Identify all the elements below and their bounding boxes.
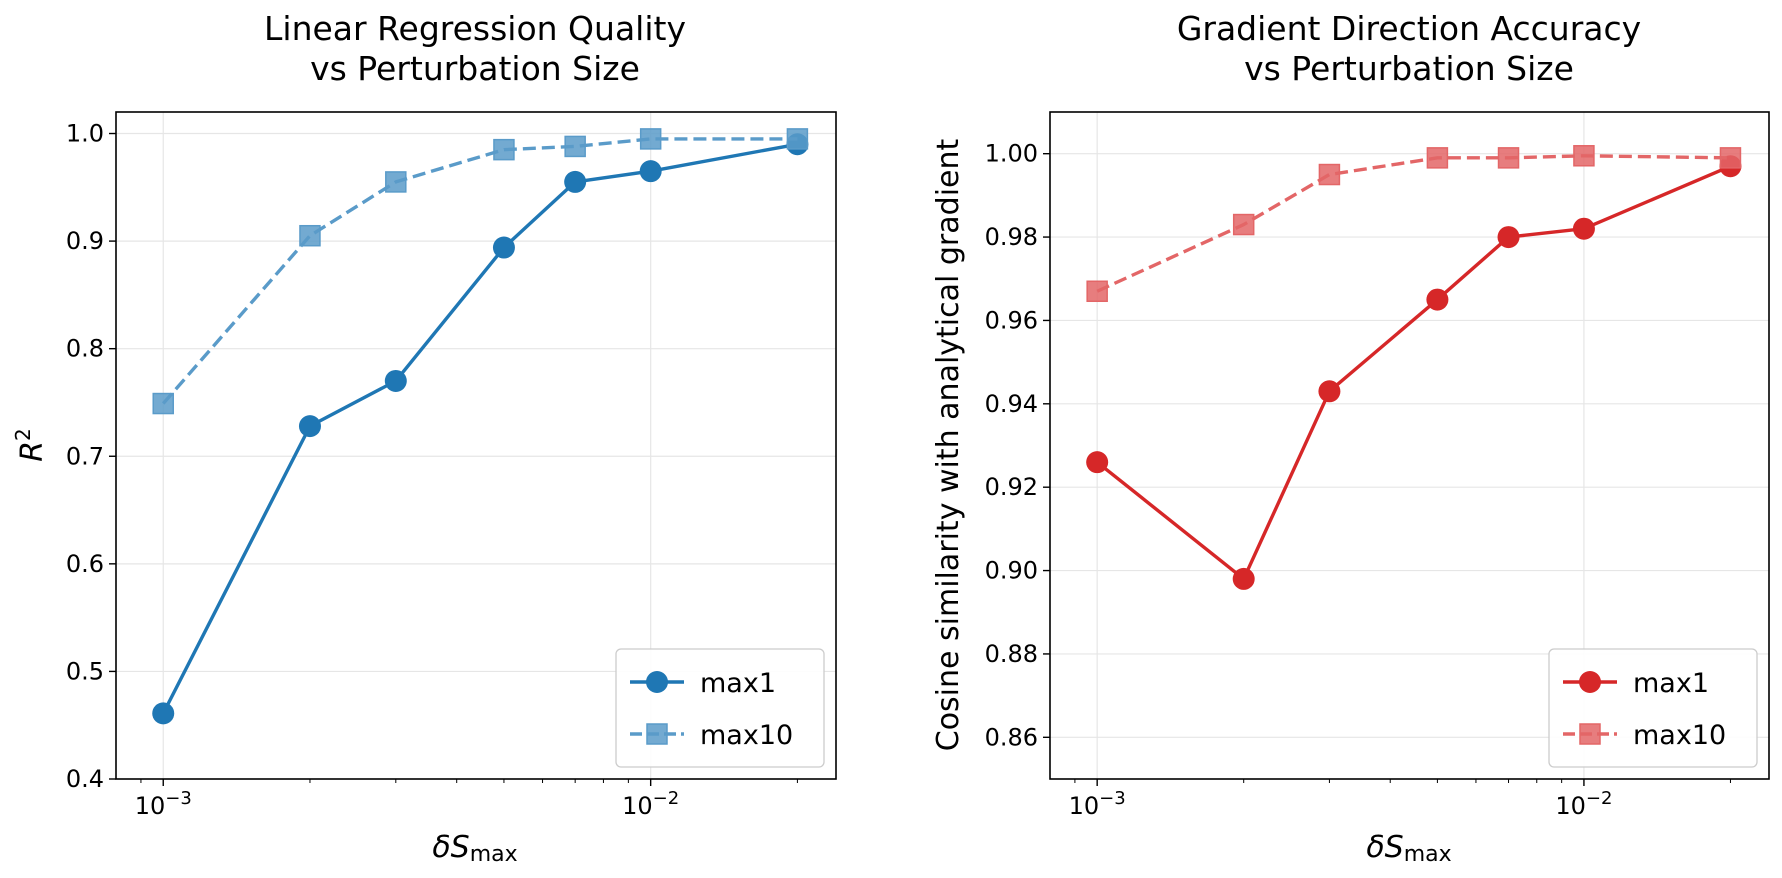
data-point-max1 — [384, 369, 407, 392]
grid — [116, 112, 836, 780]
legend-marker-max10 — [646, 723, 668, 745]
data-point-max1 — [1086, 451, 1109, 474]
data-point-max1 — [492, 236, 515, 259]
y-tick-label: 0.5 — [66, 657, 104, 685]
data-point-max10 — [299, 224, 321, 247]
series-line-max10 — [1096, 154, 1731, 293]
x-tick-label: 10−2 — [622, 788, 679, 820]
y-tick-label: 0.94 — [985, 390, 1038, 418]
series-line-max1 — [1096, 164, 1732, 581]
series-line-max1 — [161, 142, 798, 715]
legend-box — [1548, 648, 1758, 768]
y-tick-label: 1.00 — [985, 140, 1038, 168]
data-point-max10 — [1719, 147, 1742, 169]
data-point-max10 — [385, 171, 407, 193]
legend-label-max1: max1 — [700, 668, 776, 699]
data-point-max1 — [564, 170, 587, 193]
legend-marker-max1 — [646, 671, 668, 693]
data-point-max1 — [1497, 226, 1520, 249]
y-tick-label: 0.96 — [985, 306, 1038, 334]
data-point-max10 — [1318, 163, 1341, 186]
y-tick-label: 0.92 — [985, 473, 1038, 501]
legend-label-max1: max1 — [1633, 668, 1709, 699]
data-point-max1 — [1318, 380, 1341, 403]
legend: max1 max10 — [1548, 648, 1758, 768]
ticks: 0.86 0.88 0.90 0.92 0.94 0.96 0.98 1.00 10−3 10−2 — [985, 140, 1731, 820]
data-point-max10 — [1497, 147, 1520, 169]
legend-box — [615, 648, 825, 768]
y-tick-label: 1.0 — [66, 120, 104, 148]
chart-r2: Linear Regression Quality vs Perturbatio… — [11, 9, 837, 867]
y-tick-label: 0.88 — [985, 640, 1038, 668]
y-tick-label: 0.6 — [66, 550, 104, 578]
data-point-max10 — [493, 138, 515, 161]
data-point-max10 — [152, 392, 174, 415]
y-tick-label: 0.8 — [66, 335, 104, 363]
data-point-max10 — [1426, 147, 1449, 169]
y-axis-label: R2 — [11, 428, 50, 462]
legend-marker-max1 — [1579, 671, 1601, 693]
y-tick-label: 0.9 — [66, 227, 104, 255]
series-line-max10 — [161, 137, 798, 405]
y-tick-label: 0.7 — [66, 442, 104, 470]
data-point-max1 — [639, 160, 662, 183]
legend-label-max10: max10 — [700, 720, 793, 751]
data-point-max1 — [152, 702, 175, 725]
legend-marker-max10 — [1579, 723, 1601, 745]
legend-label-max10: max10 — [1633, 720, 1726, 751]
x-tick-label: 10−3 — [135, 788, 192, 820]
data-point-max1 — [1232, 567, 1255, 590]
y-axis-label: Cosine similarity with analytical gradie… — [931, 139, 966, 752]
series-layer — [152, 128, 809, 725]
chart-title-line2: vs Perturbation Size — [1244, 49, 1574, 88]
x-tick-label: 10−3 — [1069, 788, 1126, 820]
plot-frame — [115, 111, 837, 780]
data-point-max1 — [1426, 288, 1449, 311]
plot-frame — [1049, 111, 1770, 780]
x-tick-label: 10−2 — [1555, 788, 1612, 820]
chart-title-line1: Gradient Direction Accuracy — [1177, 9, 1641, 48]
chart-title-line1: Linear Regression Quality — [264, 9, 686, 48]
x-axis-label: δSmax — [432, 830, 517, 867]
legend: max1 max10 — [615, 648, 825, 768]
y-tick-label: 0.4 — [66, 765, 104, 793]
data-point-max10 — [1232, 213, 1255, 236]
y-tick-label: 0.98 — [985, 223, 1038, 251]
data-point-max10 — [1573, 145, 1595, 167]
ticks: 0.4 0.5 0.6 0.7 0.8 0.9 1.0 10−3 10−2 — [66, 120, 798, 820]
data-point-max1 — [1572, 217, 1595, 240]
chart-cosine-similarity: Gradient Direction Accuracy vs Perturbat… — [931, 9, 1770, 867]
chart-title-line2: vs Perturbation Size — [310, 49, 640, 88]
data-point-max10 — [1086, 280, 1108, 303]
series-layer — [1086, 145, 1742, 590]
data-point-max1 — [298, 415, 321, 438]
y-tick-label: 0.90 — [985, 557, 1038, 585]
y-tick-label: 0.86 — [985, 723, 1038, 751]
data-point-max10 — [639, 128, 662, 150]
data-point-max10 — [786, 128, 809, 150]
x-axis-label: δSmax — [1366, 830, 1451, 867]
data-point-max10 — [564, 135, 586, 158]
